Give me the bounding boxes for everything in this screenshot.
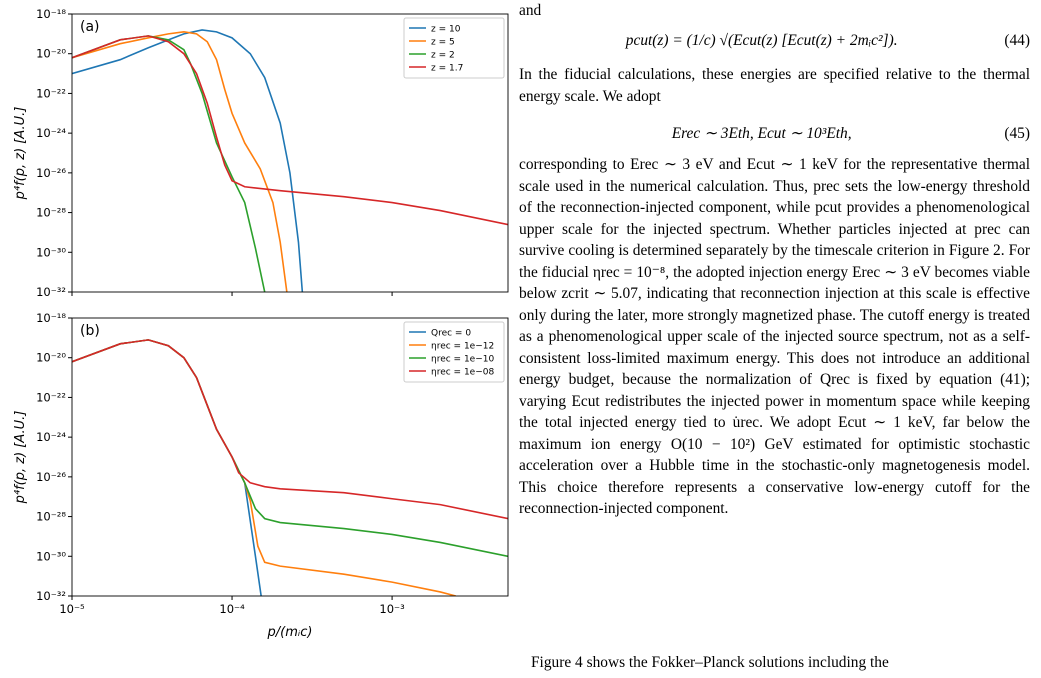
- x-tick-label: 10⁻⁵: [59, 602, 85, 616]
- y-tick-label: 10⁻²⁴: [36, 126, 66, 140]
- series-line: [72, 339, 262, 596]
- y-tick-label: 10⁻²²: [36, 390, 66, 404]
- plot-frame: [71, 13, 509, 293]
- legend-box: [403, 17, 505, 79]
- panel-label: (b): [80, 323, 100, 339]
- y-tick-label: 10⁻²²: [36, 86, 66, 100]
- series-line: [72, 35, 266, 292]
- y-tick-label: 10⁻¹⁸: [36, 7, 66, 21]
- x-axis-label: p/(mᵢc): [267, 625, 313, 640]
- y-axis-label: p⁴f(p, z) [A.U.]: [13, 411, 28, 505]
- x-tick-label: 10⁻³: [379, 602, 405, 616]
- series-line: [72, 35, 508, 226]
- plot-lines: [72, 29, 508, 292]
- series-line: [72, 339, 508, 520]
- y-tick-label: 10⁻²⁶: [36, 166, 66, 180]
- paragraph: In the fiducial calculations, these ener…: [519, 66, 1030, 105]
- legend-label: ηrec = 1e−12: [431, 342, 494, 352]
- figure: 10⁻¹⁸ 10⁻²⁰ 10⁻²² 10⁻²⁴ 10⁻²⁶ 10⁻²⁸ 10⁻³⁰ 10⁻³²…: [13, 7, 509, 640]
- plot-lines: [72, 339, 508, 596]
- equation-number: (45): [1004, 124, 1030, 142]
- legend-label: z = 1.7: [431, 64, 463, 74]
- legend-box: [403, 321, 505, 383]
- x-tick-label: 10⁻⁴: [219, 602, 245, 616]
- y-tick-label: 10⁻²⁰: [36, 351, 66, 365]
- y-axis-label: p⁴f(p, z) [A.U.]: [13, 107, 28, 201]
- paragraph: corresponding to Erec ∼ 3 eV and Ecut ∼ …: [519, 156, 1030, 517]
- equation-text: Erec ∼ 3Eth, Ecut ∼ 10³Eth,: [671, 125, 852, 142]
- y-tick-label: 10⁻¹⁸: [36, 311, 66, 325]
- legend-label: z = 2: [431, 51, 455, 61]
- equation-text: pcut(z) = (1/c) √(Ecut(z) [Ecut(z) + 2mᵢ…: [625, 32, 898, 49]
- legend-label: z = 10: [431, 25, 461, 35]
- legend-label: z = 5: [431, 38, 455, 48]
- plot-frame: [71, 317, 509, 597]
- paragraph: Figure 4 shows the Fokker–Planck solutio…: [531, 654, 889, 671]
- y-tick-label: 10⁻²⁸: [36, 510, 66, 524]
- series-line: [72, 339, 456, 596]
- legend-label: ηrec = 1e−10: [431, 355, 494, 365]
- y-tick-label: 10⁻³²: [36, 589, 66, 603]
- legend-label: Qrec = 0: [431, 329, 471, 339]
- y-tick-label: 10⁻²⁴: [36, 430, 66, 444]
- y-tick-label: 10⁻³²: [36, 285, 66, 299]
- series-line: [72, 29, 304, 292]
- equation: Erec ∼ 3Eth, Ecut ∼ 10³Eth, (45): [519, 124, 1030, 143]
- lead-text: and: [519, 2, 542, 19]
- y-tick-label: 10⁻²⁸: [36, 206, 66, 220]
- y-tick-label: 10⁻³⁰: [36, 245, 66, 259]
- equation: pcut(z) = (1/c) √(Ecut(z) [Ecut(z) + 2mᵢ…: [519, 32, 1030, 50]
- equation-number: (44): [1004, 32, 1030, 49]
- y-tick-label: 10⁻³⁰: [36, 549, 66, 563]
- panel-label: (a): [80, 19, 100, 35]
- y-tick-label: 10⁻²⁶: [36, 470, 66, 484]
- series-line: [72, 31, 288, 292]
- y-tick-label: 10⁻²⁰: [36, 47, 66, 61]
- legend-label: ηrec = 1e−08: [431, 368, 494, 378]
